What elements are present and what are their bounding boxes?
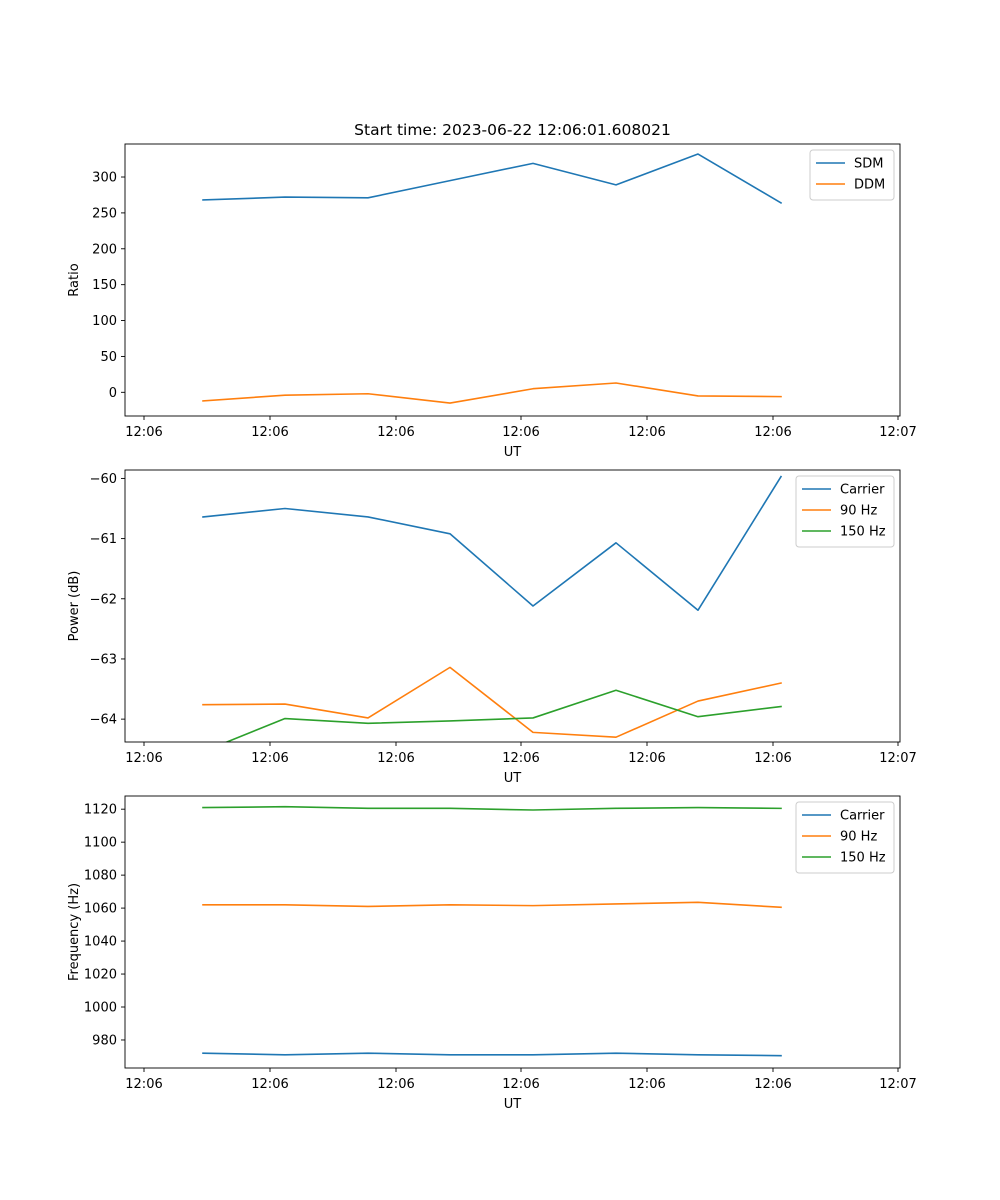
legend-box (795, 801, 895, 874)
legend-box (795, 475, 895, 548)
y-tick-label: 150 (92, 278, 117, 293)
x-tick-label: 12:06 (251, 751, 288, 766)
y-tick-label: 250 (92, 206, 117, 221)
x-axis-label: UT (504, 445, 522, 460)
plot-panel-3: 12:06 12:06 12:06 12:06 12:06 12:06 12:07 UT 980… (67, 795, 917, 1112)
y-tick-label: −63 (90, 652, 117, 667)
series-line-carrier (202, 1052, 782, 1057)
y-tick-label: 300 (92, 171, 117, 186)
x-tick-label: 12:07 (879, 751, 916, 766)
x-tick-label: 12:06 (502, 425, 539, 440)
series-line-sdm (202, 153, 783, 204)
y-tick-label: 1040 (84, 935, 117, 950)
y-tick-label: 50 (100, 350, 117, 365)
y-tick-label: −60 (90, 472, 117, 487)
x-tick-label: 12:06 (628, 1077, 665, 1092)
series-line-150-hz (224, 689, 782, 742)
legend: SDM DDM (809, 149, 895, 201)
legend-label-ddm: DDM (854, 178, 885, 193)
y-tick-label: 980 (92, 1033, 117, 1048)
x-tick-label: 12:06 (251, 425, 288, 440)
x-axis-label: UT (504, 1097, 522, 1112)
legend-label-90-hz: 90 Hz (840, 504, 877, 519)
plot-panel-1: Start time: 2023-06-22 12:06:01.608021 12… (67, 121, 917, 460)
x-tick-label: 12:06 (502, 751, 539, 766)
series-line-90-hz (202, 666, 782, 738)
legend-label-150-hz: 150 Hz (840, 851, 886, 866)
x-tick-label: 12:06 (377, 751, 414, 766)
x-tick-label: 12:06 (754, 425, 791, 440)
x-tick-label: 12:06 (125, 425, 162, 440)
plot-frame (124, 795, 901, 1069)
legend: Carrier 90 Hz 150 Hz (795, 801, 895, 874)
legend-label-carrier: Carrier (840, 809, 885, 824)
y-tick-label: 1080 (84, 869, 117, 884)
x-tick-label: 12:06 (377, 1077, 414, 1092)
chart-title: Start time: 2023-06-22 12:06:01.608021 (354, 121, 671, 139)
plot-frame (124, 469, 901, 743)
x-tick-label: 12:06 (502, 1077, 539, 1092)
y-axis-label: Ratio (67, 263, 82, 296)
x-tick-label: 12:06 (125, 1077, 162, 1092)
series-line-150-hz (202, 805, 782, 811)
x-tick-label: 12:07 (879, 1077, 916, 1092)
plot-panel-2: 12:06 12:06 12:06 12:06 12:06 12:06 12:07 UT −64… (67, 469, 917, 786)
x-tick-label: 12:06 (754, 1077, 791, 1092)
y-tick-label: 1060 (84, 902, 117, 917)
y-axis-label: Frequency (Hz) (67, 883, 82, 981)
y-tick-label: 1120 (84, 803, 117, 818)
x-axis-label: UT (504, 771, 522, 786)
y-tick-label: 200 (92, 242, 117, 257)
x-tick-label: 12:06 (628, 425, 665, 440)
legend-label-90-hz: 90 Hz (840, 830, 877, 845)
series-line-carrier (202, 475, 783, 612)
y-tick-label: −62 (90, 592, 117, 607)
x-tick-label: 12:06 (125, 751, 162, 766)
y-tick-label: 1000 (84, 1001, 117, 1016)
y-tick-label: −61 (90, 532, 117, 547)
legend-label-150-hz: 150 Hz (840, 525, 886, 540)
plot-frame (124, 143, 901, 417)
y-tick-label: 1020 (84, 968, 117, 983)
x-tick-label: 12:07 (879, 425, 916, 440)
y-tick-label: 0 (109, 386, 117, 401)
y-axis-label: Power (dB) (67, 571, 82, 642)
y-tick-label: 1100 (84, 836, 117, 851)
legend: Carrier 90 Hz 150 Hz (795, 475, 895, 548)
y-tick-label: 100 (92, 314, 117, 329)
x-tick-label: 12:06 (377, 425, 414, 440)
series-line-90-hz (202, 901, 782, 909)
x-tick-label: 12:06 (754, 751, 791, 766)
y-tick-label: −64 (90, 713, 117, 728)
x-tick-label: 12:06 (251, 1077, 288, 1092)
series-line-ddm (202, 382, 782, 404)
x-tick-label: 12:06 (628, 751, 665, 766)
legend-label-sdm: SDM (854, 157, 883, 172)
legend-label-carrier: Carrier (840, 483, 885, 498)
